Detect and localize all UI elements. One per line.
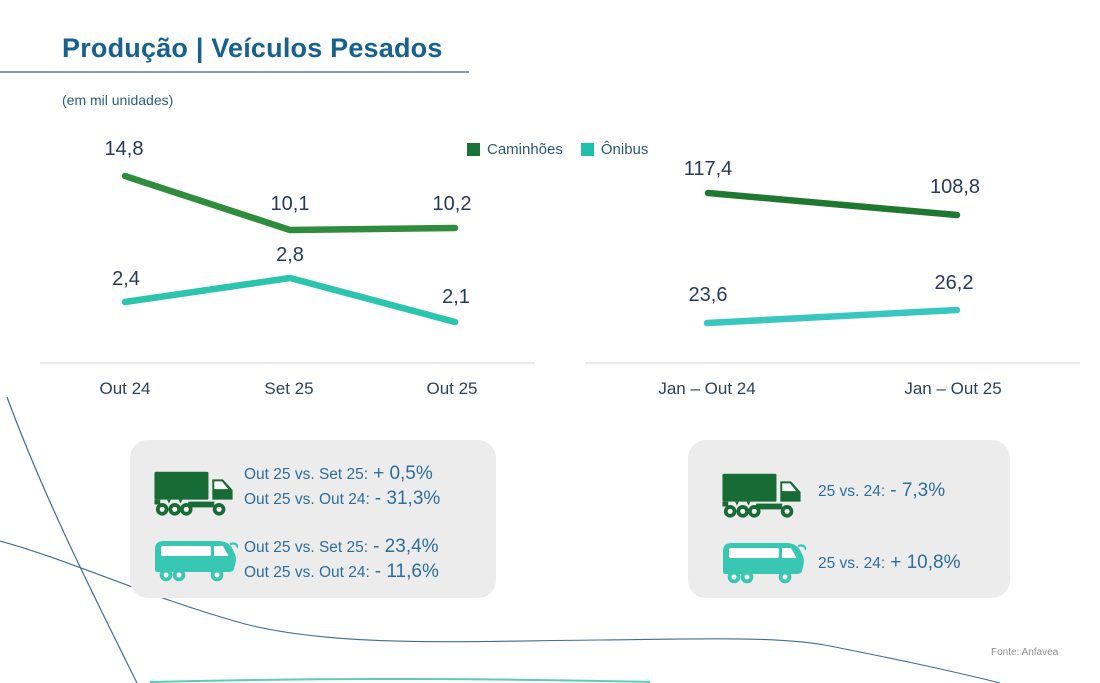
- legend-label-onibus: Ônibus: [600, 141, 649, 158]
- data-label: 14,8: [104, 138, 144, 160]
- comparison-line: 25 vs. 24: - 7,3%: [818, 480, 945, 505]
- axis-label-set25: Set 25: [264, 379, 314, 398]
- source-note: Fonte: Anfavea: [991, 647, 1059, 658]
- comparison-label: Out 25 vs. Out 24:: [244, 491, 370, 508]
- monthly-line-onibus: [121, 274, 459, 326]
- comparison-line: Out 25 vs. Set 25: + 0,5%: [244, 463, 440, 488]
- page-title: Produção | Veículos Pesados: [62, 33, 443, 63]
- monthly-line-caminhoes: [121, 172, 459, 234]
- data-label: 10,1: [270, 193, 310, 215]
- comparison-value: - 7,3%: [890, 480, 946, 501]
- truck-icon: [154, 471, 233, 516]
- title-underline: [0, 71, 469, 73]
- ytd-line-onibus: [703, 306, 961, 327]
- data-label: 2,4: [112, 268, 140, 290]
- truck-comparison-ytd: 25 vs. 24: - 7,3%: [818, 480, 945, 505]
- comparison-value: + 0,5%: [373, 463, 433, 484]
- comparison-value: - 23,4%: [373, 536, 439, 557]
- legend-label-caminhoes: Caminhões: [487, 141, 563, 158]
- comparison-label: 25 vs. 24:: [818, 483, 886, 500]
- units-subtitle: (em mil unidades): [62, 92, 174, 108]
- bus-comparison-ytd: 25 vs. 24: + 10,8%: [818, 552, 960, 577]
- comparison-line: Out 25 vs. Set 25: - 23,4%: [244, 536, 439, 561]
- data-label: 23,6: [688, 284, 728, 306]
- data-label: 2,8: [276, 244, 304, 266]
- comparison-line: Out 25 vs. Out 24: - 11,6%: [244, 561, 439, 586]
- ytd-line-caminhoes: [704, 189, 961, 219]
- data-label: 108,8: [929, 176, 981, 198]
- onibus-swatch-icon: [580, 143, 594, 156]
- comparison-line: Out 25 vs. Out 24: - 31,3%: [244, 488, 440, 513]
- legend-item-caminhoes: Caminhões: [467, 141, 563, 158]
- bus-comparison-monthly: Out 25 vs. Set 25: - 23,4% Out 25 vs. Ou…: [244, 536, 439, 586]
- comparison-label: Out 25 vs. Set 25:: [244, 466, 369, 483]
- axis-label-jan-out24: Jan – Out 24: [658, 379, 756, 398]
- caminhoes-swatch-icon: [467, 143, 480, 156]
- axis-label-out25: Out 25: [426, 379, 478, 398]
- chart-legend: Caminhões Ônibus: [467, 141, 648, 158]
- data-label: 117,4: [683, 158, 733, 180]
- comparison-value: - 11,6%: [374, 561, 439, 582]
- axis-label-out24: Out 24: [99, 379, 151, 398]
- comparison-label: 25 vs. 24:: [818, 555, 886, 572]
- data-label: 10,2: [432, 193, 472, 215]
- data-label: 26,2: [934, 272, 974, 294]
- truck-icon: [722, 473, 801, 518]
- data-label: 2,1: [442, 286, 470, 308]
- comparison-value: - 31,3%: [374, 488, 441, 509]
- comparison-label: Out 25 vs. Out 24:: [244, 564, 370, 581]
- comparison-value: + 10,8%: [890, 552, 961, 573]
- bus-icon: [155, 541, 238, 582]
- axis-label-jan-out25: Jan – Out 25: [904, 379, 1002, 398]
- comparison-label: Out 25 vs. Set 25:: [244, 539, 369, 556]
- comparison-line: 25 vs. 24: + 10,8%: [818, 552, 960, 577]
- truck-comparison-monthly: Out 25 vs. Set 25: + 0,5% Out 25 vs. Out…: [244, 463, 440, 513]
- legend-item-onibus: Ônibus: [580, 141, 649, 158]
- bus-icon: [723, 543, 806, 584]
